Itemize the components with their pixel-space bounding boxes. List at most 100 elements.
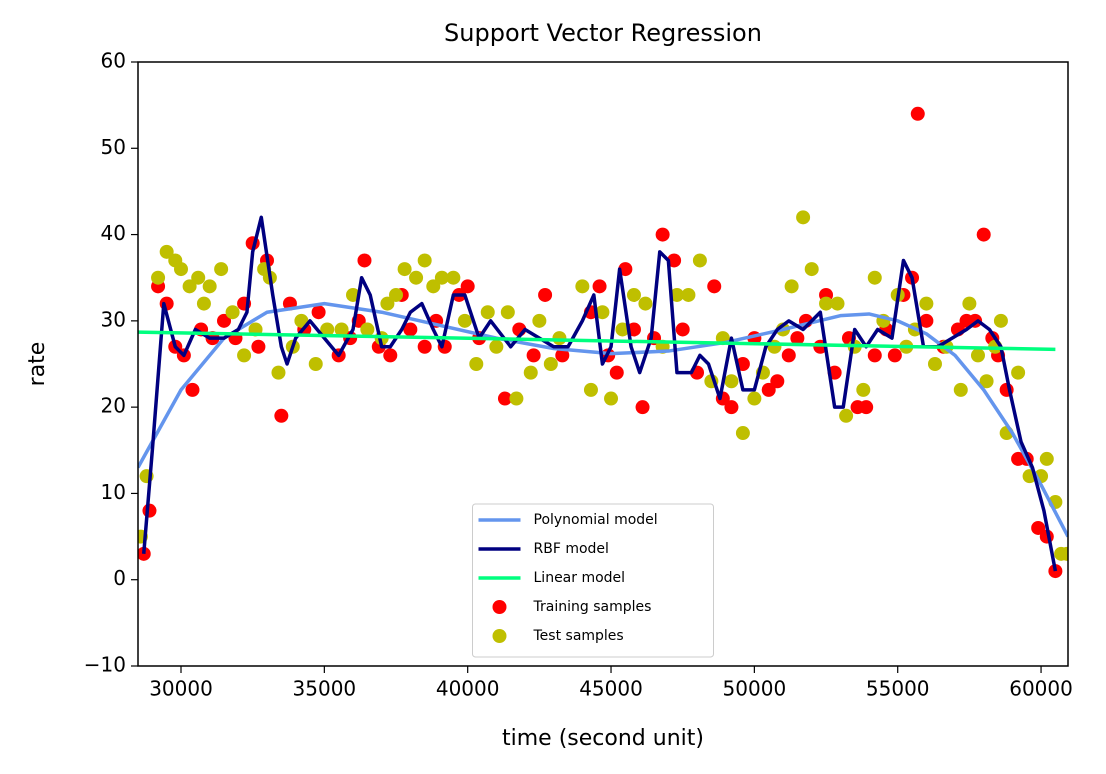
x-tick-label: 50000	[723, 677, 787, 701]
scatter-point	[595, 305, 610, 320]
scatter-point	[151, 270, 166, 285]
line	[138, 301, 1068, 538]
scatter-point	[403, 322, 418, 337]
scatter-point	[552, 331, 567, 346]
scatter-point	[1059, 546, 1068, 561]
scatter-point	[615, 322, 630, 337]
line	[138, 330, 1056, 352]
scatter-point	[979, 374, 994, 389]
scatter-point	[761, 382, 776, 397]
x-tick-label: 55000	[866, 677, 930, 701]
y-tick-label: 30	[101, 307, 126, 331]
x-tick-label: 60000	[1009, 677, 1073, 701]
scatter-point	[830, 296, 845, 311]
scatter-point	[308, 357, 323, 371]
scatter-point	[724, 374, 739, 389]
scatter-point	[214, 262, 229, 277]
y-axis-label: rate	[25, 342, 50, 387]
scatter-point	[859, 400, 874, 415]
scatter-point	[543, 357, 558, 371]
scatter-point	[555, 348, 570, 363]
scatter-point	[796, 210, 811, 225]
scatter-point	[747, 391, 762, 406]
scatter-point	[692, 253, 707, 268]
scatter-point	[397, 262, 412, 277]
scatter-point	[735, 426, 750, 441]
x-tick-label: 35000	[293, 677, 357, 701]
scatter-point	[669, 287, 684, 302]
scatter-point	[489, 339, 504, 354]
legend-marker	[492, 629, 507, 643]
scatter-point	[526, 348, 541, 363]
scatter-point	[856, 382, 871, 397]
scatter-point	[724, 400, 739, 415]
scatter-point	[251, 339, 266, 354]
scatter-point	[380, 296, 395, 311]
scatter-point	[867, 348, 882, 363]
y-tick-label: 20	[101, 394, 126, 418]
scatter-point	[417, 253, 432, 268]
scatter-point	[790, 331, 805, 346]
y-tick-label: 40	[101, 221, 126, 245]
scatter-point	[409, 270, 424, 285]
plot-frame	[137, 61, 1069, 667]
scatter-point	[532, 313, 547, 328]
scatter-point	[174, 262, 189, 277]
scatter-point	[919, 313, 934, 328]
scatter-point	[1031, 520, 1046, 535]
scatter-point	[655, 227, 670, 242]
scatter-point	[311, 305, 326, 320]
scatter-point	[887, 348, 902, 363]
scatter-point	[781, 348, 796, 363]
scatter-point	[523, 365, 538, 380]
scatter-point	[970, 348, 985, 363]
scatter-point	[1011, 365, 1026, 380]
scatter-point	[271, 365, 286, 380]
x-tick-label: 30000	[149, 677, 213, 701]
scatter-point	[446, 270, 461, 285]
y-tick-label: 50	[101, 135, 126, 159]
scatter-point	[784, 279, 799, 294]
scatter-point	[604, 391, 619, 406]
scatter-point	[681, 287, 696, 302]
legend-label: RBF model	[534, 541, 609, 557]
y-tick-label: 60	[101, 49, 126, 73]
scatter-point	[927, 357, 942, 371]
scatter-point	[538, 287, 553, 302]
legend-label: Polynomial model	[534, 512, 658, 528]
scatter-point	[225, 305, 240, 320]
scatter-point	[509, 391, 524, 406]
scatter-point	[804, 262, 819, 277]
scatter-point	[1039, 451, 1054, 466]
scatter-point	[592, 279, 607, 294]
scatter-point	[274, 408, 289, 423]
x-tick-label: 40000	[436, 677, 500, 701]
scatter-point	[457, 313, 472, 328]
scatter-point	[460, 279, 475, 294]
scatter-point	[182, 279, 197, 294]
y-tick-label: 10	[101, 480, 126, 504]
scatter-point	[426, 279, 441, 294]
scatter-point	[185, 382, 200, 397]
legend-label: Linear model	[534, 570, 626, 586]
scatter-point	[609, 365, 624, 380]
scatter-point	[575, 279, 590, 294]
legend-marker	[492, 600, 507, 614]
scatter-point	[389, 287, 404, 302]
scatter-point	[469, 357, 484, 371]
y-tick-label: 0	[113, 566, 126, 590]
scatter-point	[626, 287, 641, 302]
scatter-point	[196, 296, 211, 311]
scatter-point	[707, 279, 722, 294]
scatter-point	[497, 391, 512, 406]
y-tick-label: −10	[84, 653, 126, 677]
scatter-point	[334, 322, 349, 337]
x-tick-label: 45000	[579, 677, 643, 701]
scatter-point	[320, 322, 335, 337]
plot-area	[138, 106, 1068, 579]
legend-frame	[472, 503, 714, 658]
scatter-point	[383, 348, 398, 363]
scatter-point	[667, 253, 682, 268]
x-axis-label: time (second unit)	[502, 726, 704, 751]
